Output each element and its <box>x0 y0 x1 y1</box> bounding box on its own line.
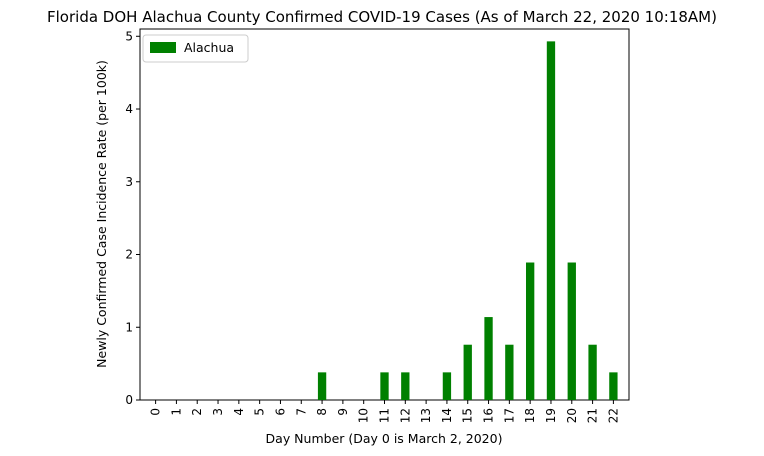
y-tick-label: 3 <box>125 175 133 189</box>
bar-day-21 <box>588 344 597 400</box>
x-tick-label: 16 <box>482 408 496 423</box>
bar-day-19 <box>546 41 556 400</box>
x-tick-label: 1 <box>169 408 183 416</box>
legend-label: Alachua <box>184 40 234 55</box>
x-tick-label: 8 <box>315 408 329 416</box>
x-tick-label: 11 <box>378 408 392 423</box>
x-tick-label: 18 <box>523 408 537 423</box>
x-tick-label: 4 <box>232 408 246 416</box>
x-tick-label: 20 <box>565 408 579 423</box>
legend-box <box>142 34 249 63</box>
y-tick-label: 5 <box>125 29 133 43</box>
y-tick-label: 4 <box>125 102 133 116</box>
x-tick-label: 5 <box>253 408 267 416</box>
chart-title: Florida DOH Alachua County Confirmed COV… <box>47 8 717 26</box>
x-tick-label: 21 <box>586 408 600 423</box>
x-tick-label: 13 <box>419 408 433 423</box>
x-tick-label: 19 <box>544 408 558 423</box>
bar-day-15 <box>463 344 472 400</box>
bar-day-18 <box>525 262 535 400</box>
y-axis-ticks: 0 1 2 3 4 5 <box>125 29 140 407</box>
x-tick-label: 7 <box>294 408 308 416</box>
x-axis-ticks: 0 1 2 3 4 5 6 7 8 9 10 11 12 13 14 15 16 17 18 19 20 21 22 <box>149 400 620 423</box>
bar-day-17 <box>505 344 514 400</box>
y-tick-label: 1 <box>125 320 133 334</box>
x-tick-label: 3 <box>211 408 225 416</box>
plot-area <box>139 28 630 401</box>
x-tick-label: 6 <box>273 408 287 416</box>
x-tick-label: 12 <box>398 408 412 423</box>
x-tick-label: 22 <box>606 408 620 423</box>
bar-day-12 <box>401 372 410 400</box>
bar-day-8 <box>317 372 327 400</box>
x-tick-label: 14 <box>440 408 454 423</box>
legend-swatch <box>150 42 176 53</box>
plot-frame <box>139 28 630 401</box>
bar-day-11 <box>380 372 389 400</box>
bar-day-20 <box>567 262 576 400</box>
x-axis-label: Day Number (Day 0 is March 2, 2020) <box>266 431 503 446</box>
y-axis-label: Newly Confirmed Case Incidence Rate (per… <box>94 60 109 368</box>
x-tick-label: 10 <box>357 408 371 423</box>
bar-day-14 <box>442 372 452 400</box>
x-tick-label: 17 <box>502 408 516 423</box>
x-tick-label: 0 <box>149 408 163 416</box>
bar-day-22 <box>609 372 618 400</box>
y-tick-label: 2 <box>125 248 133 262</box>
x-tick-label: 2 <box>190 408 204 416</box>
legend: Alachua <box>142 34 249 63</box>
x-tick-label: 9 <box>336 408 350 416</box>
y-tick-label: 0 <box>125 393 133 407</box>
x-tick-label: 15 <box>461 408 475 423</box>
bar-day-16 <box>484 317 493 400</box>
bars <box>317 41 618 400</box>
